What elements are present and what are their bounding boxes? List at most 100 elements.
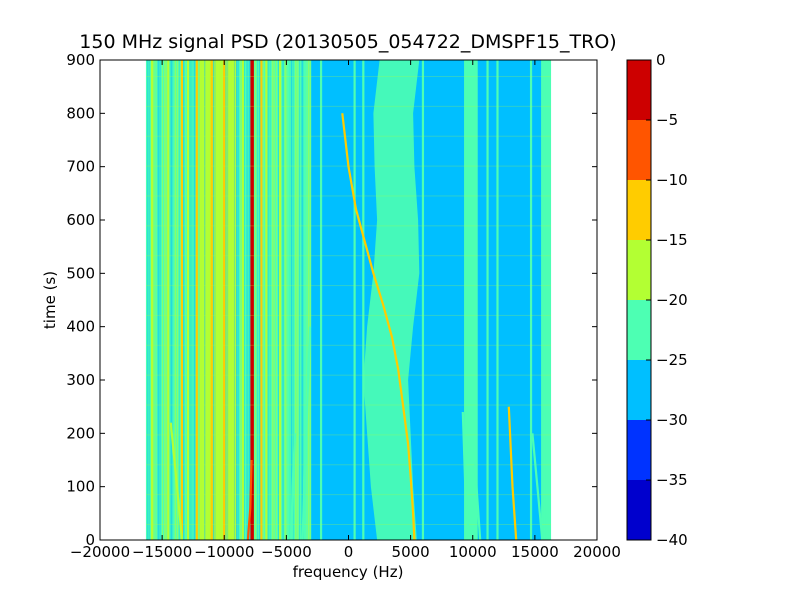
texture-stripe [149, 60, 150, 540]
scan-line [145, 105, 552, 107]
texture-stripe [284, 60, 287, 540]
trace-7 [507, 406, 518, 540]
y-axis-label: time (s) [41, 271, 59, 329]
vline-9 [231, 60, 234, 540]
texture-stripe [263, 60, 264, 540]
band-1 [157, 60, 200, 540]
scan-line [145, 285, 552, 287]
trace-8 [531, 433, 544, 540]
texture-stripe [212, 60, 215, 540]
colorbar-tick-label: −25 [656, 351, 688, 369]
scan-line [145, 195, 552, 197]
colorbar-tick-label: −40 [656, 531, 688, 549]
texture-stripe [301, 60, 304, 540]
texture-stripe [271, 60, 274, 540]
vline-7 [216, 60, 220, 540]
trace-4 [341, 113, 416, 540]
vline-24 [529, 60, 533, 540]
trace-2 [290, 433, 297, 540]
colorbar-segment [627, 60, 651, 120]
scan-line [145, 255, 552, 257]
texture-stripe [273, 60, 275, 540]
trace-3 [301, 326, 312, 540]
x-tick-label: 5000 [392, 543, 430, 561]
texture-stripe [176, 60, 179, 540]
vline-8 [223, 60, 226, 540]
texture-stripe [147, 60, 149, 540]
texture-stripe [225, 60, 227, 540]
vline-1 [167, 60, 170, 540]
texture-stripe [162, 60, 163, 540]
x-tick-label: −10000 [194, 543, 254, 561]
vline-10 [241, 60, 244, 540]
texture-stripe [197, 60, 199, 540]
colorbar: −40 −35 −30 −25 −20 −15 −10 −5 0 [626, 51, 688, 549]
y-tick-label: 200 [66, 424, 95, 442]
scan-line [145, 404, 552, 406]
scan-line [145, 374, 552, 376]
texture-stripe [170, 60, 173, 540]
vline-14 [278, 60, 282, 540]
texture-stripe [183, 60, 185, 540]
x-tick-label: 0 [344, 543, 354, 561]
texture-stripe [200, 60, 202, 540]
x-tick-label: 10000 [449, 543, 497, 561]
band-6 [541, 60, 552, 540]
texture-stripe [219, 60, 221, 540]
axes: −20000 −15000 −10000 −5000 0 5000 10000 15000 20… [66, 51, 621, 561]
texture-stripe [276, 60, 277, 540]
chart-title: 150 MHz signal PSD (20130505_054722_DMSP… [79, 31, 616, 53]
colorbar-tick-label: −20 [656, 291, 688, 309]
scan-line [145, 344, 552, 346]
texture-stripe [189, 60, 191, 540]
vline-2 [180, 60, 184, 540]
y-tick-label: 700 [66, 158, 95, 176]
colorbar-segment [627, 120, 651, 180]
texture-stripe [307, 60, 310, 540]
vline-17 [319, 60, 323, 540]
texture-stripe [166, 60, 167, 540]
y-tick-label: 800 [66, 104, 95, 122]
texture-stripe [286, 60, 288, 540]
scan-line [145, 76, 552, 77]
colorbar-tick-label: −10 [656, 171, 688, 189]
texture-stripe [193, 60, 196, 540]
scan-line [145, 225, 552, 227]
texture-stripe [259, 60, 261, 540]
texture-stripe [164, 60, 166, 540]
scan-line [145, 464, 552, 466]
scan-line [145, 314, 552, 316]
vline-23 [496, 60, 499, 540]
texture-stripe [269, 60, 271, 540]
heatmap-layer [145, 60, 552, 540]
vline-3 [187, 60, 190, 540]
texture-stripe [157, 60, 160, 540]
scan-line [145, 135, 552, 137]
colorbar-tick-label: −15 [656, 231, 688, 249]
texture-stripe [214, 60, 216, 540]
y-tick-label: 300 [66, 371, 95, 389]
y-tick-label: 400 [66, 318, 95, 336]
vline-12 [260, 60, 263, 540]
colorbar-segment [627, 240, 651, 300]
vline-19 [362, 60, 365, 540]
colorbar-segment [627, 420, 651, 480]
texture-stripe [267, 60, 269, 540]
texture-stripe [172, 60, 174, 540]
texture-stripe [185, 60, 186, 540]
texture-stripe [229, 60, 232, 540]
x-tick-label: 15000 [511, 543, 559, 561]
vline-11 [250, 60, 254, 540]
texture-stripe [254, 60, 257, 540]
colorbar-tick-label: −35 [656, 471, 688, 489]
vline-22 [486, 60, 489, 540]
y-tick-label: 900 [66, 51, 95, 69]
vline-21 [465, 60, 468, 540]
texture-stripe [257, 60, 258, 540]
y-tick-label: 100 [66, 478, 95, 496]
vline-16 [303, 60, 307, 540]
vline-0 [150, 60, 154, 540]
texture-stripe [292, 60, 294, 540]
texture-stripe [206, 60, 209, 540]
